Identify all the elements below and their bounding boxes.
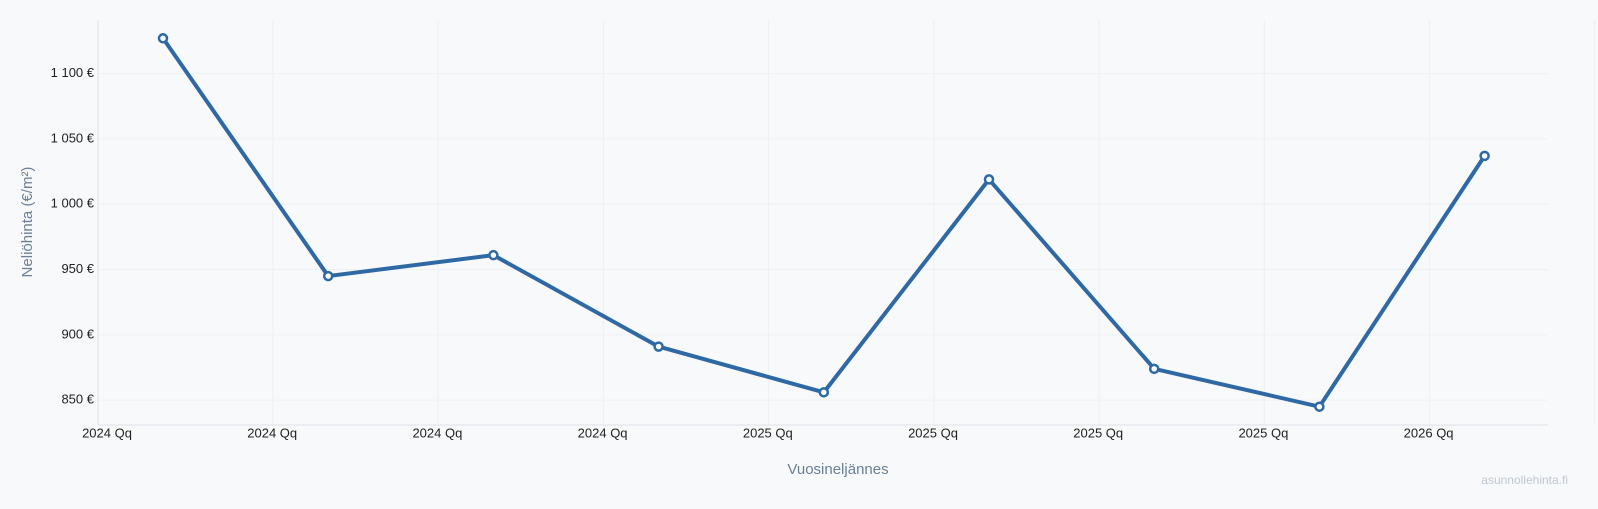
point <box>818 387 830 398</box>
watermark: asunnollehinta.fi <box>1481 473 1568 487</box>
y-axis-title: Neliöhinta (€/m²) <box>19 167 36 278</box>
x-tick-label: 2025 Qq <box>1238 425 1288 440</box>
y-tick-label: 850 € <box>61 392 94 407</box>
point <box>983 174 995 185</box>
y-tick-label: 950 € <box>61 261 94 276</box>
y-tick-label: 1 000 € <box>51 196 95 211</box>
x-tick-label: 2025 Qq <box>743 425 793 440</box>
point <box>488 249 499 261</box>
x-tick-label: 2025 Qq <box>908 425 958 440</box>
x-tick-label: 2025 Qq <box>1073 425 1123 440</box>
y-tick-label: 900 € <box>61 326 94 341</box>
y-tick-label: 1 050 € <box>51 130 95 145</box>
point <box>322 270 334 282</box>
x-tick-label: 2024 Qq <box>412 425 462 440</box>
x-axis-title: Vuosineljännes <box>787 461 888 478</box>
line <box>161 37 1487 409</box>
point <box>157 33 169 44</box>
point <box>1314 401 1325 412</box>
x-tick-label: 2024 Qq <box>247 425 297 440</box>
x-tick-label: 2024 Qq <box>578 425 628 440</box>
point <box>1148 363 1160 375</box>
x-tick-label: 2024 Qq <box>82 425 132 440</box>
point <box>1479 150 1490 162</box>
y-tick-label: 1 100 € <box>51 65 95 80</box>
point <box>653 341 664 352</box>
x-tick-label: 2026 Qq <box>1404 425 1454 440</box>
